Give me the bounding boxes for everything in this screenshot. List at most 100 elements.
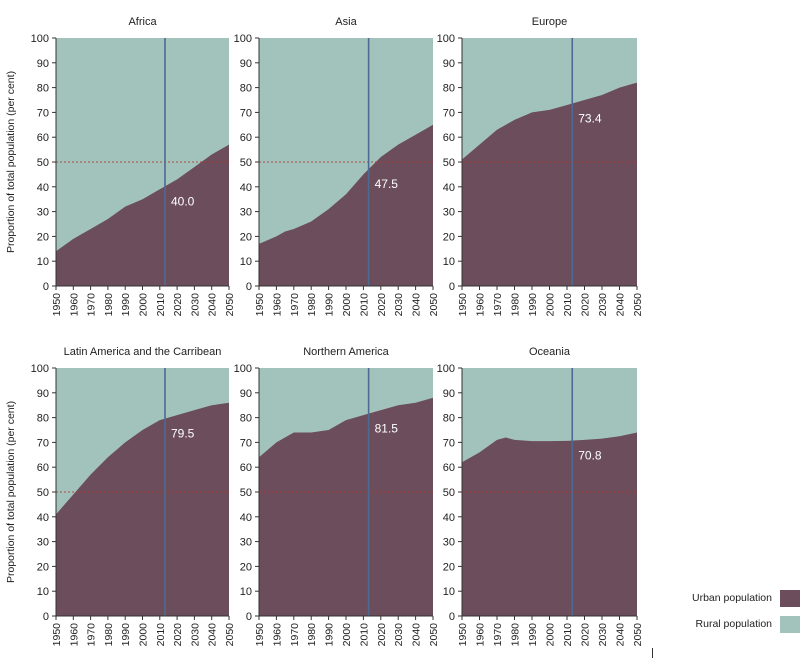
y-tick-label: 10 — [37, 256, 49, 268]
y-tick-label: 90 — [443, 388, 455, 400]
y-tick-label: 0 — [246, 611, 252, 623]
panel-title: Oceania — [529, 346, 571, 358]
y-tick-label: 30 — [37, 207, 49, 219]
legend-label-rural: Rural population — [695, 618, 772, 630]
x-tick-label: 2040 — [207, 293, 219, 317]
x-tick-label: 1960 — [271, 293, 283, 317]
x-tick-label: 2030 — [393, 293, 405, 317]
y-tick-label: 20 — [37, 561, 49, 573]
annotation-value-label: 47.5 — [375, 177, 399, 191]
y-tick-label: 0 — [43, 611, 49, 623]
y-tick-label: 90 — [37, 388, 49, 400]
legend-swatch-rural — [780, 615, 800, 633]
x-tick-label: 2030 — [597, 293, 609, 317]
y-tick-label: 0 — [449, 281, 455, 293]
y-tick-label: 100 — [31, 363, 49, 375]
x-tick-label: 2050 — [632, 623, 644, 647]
y-axis-label: Proportion of total population (per cent… — [5, 71, 17, 253]
y-tick-label: 60 — [443, 462, 455, 474]
y-tick-label: 20 — [443, 231, 455, 243]
x-tick-label: 2040 — [207, 623, 219, 647]
x-tick-label: 2000 — [138, 623, 150, 647]
panel-title: Northern America — [303, 346, 389, 358]
x-tick-label: 2030 — [597, 623, 609, 647]
x-tick-label: 1960 — [475, 293, 487, 317]
y-tick-label: 40 — [37, 182, 49, 194]
y-tick-label: 30 — [443, 537, 455, 549]
y-tick-label: 10 — [443, 256, 455, 268]
y-tick-label: 70 — [443, 437, 455, 449]
urban-area — [259, 124, 433, 286]
x-tick-label: 1980 — [103, 623, 115, 647]
y-tick-label: 80 — [37, 83, 49, 95]
y-tick-label: 60 — [240, 462, 252, 474]
x-tick-label: 1960 — [475, 623, 487, 647]
annotation-value-label: 70.8 — [578, 449, 602, 463]
x-tick-label: 1990 — [324, 623, 336, 647]
chart-panel-4: 79.5 Latin America and the Carribean 0 10 20… — [5, 346, 236, 646]
y-tick-label: 30 — [37, 537, 49, 549]
y-tick-label: 0 — [246, 281, 252, 293]
x-tick-label: 1970 — [289, 293, 301, 317]
y-tick-label: 20 — [240, 231, 252, 243]
x-tick-label: 1970 — [492, 293, 504, 317]
x-tick-label: 1980 — [306, 623, 318, 647]
y-tick-label: 20 — [37, 231, 49, 243]
x-tick-label: 1950 — [254, 623, 266, 647]
x-tick-label: 1980 — [103, 293, 115, 317]
urban-area — [462, 82, 637, 286]
y-tick-label: 100 — [31, 33, 49, 45]
y-tick-label: 100 — [234, 33, 252, 45]
y-tick-label: 60 — [37, 132, 49, 144]
x-tick-label: 2010 — [562, 293, 574, 317]
x-tick-label: 2000 — [138, 293, 150, 317]
y-tick-label: 80 — [443, 83, 455, 95]
y-tick-label: 0 — [449, 611, 455, 623]
y-tick-label: 50 — [443, 157, 455, 169]
x-tick-label: 2010 — [562, 623, 574, 647]
y-tick-label: 10 — [240, 256, 252, 268]
x-tick-label: 2000 — [545, 293, 557, 317]
x-tick-label: 2020 — [172, 623, 184, 647]
y-tick-label: 80 — [240, 83, 252, 95]
y-tick-label: 100 — [234, 363, 252, 375]
x-tick-label: 2000 — [341, 293, 353, 317]
x-tick-label: 2010 — [155, 623, 167, 647]
x-tick-label: 1960 — [68, 623, 80, 647]
y-tick-label: 80 — [37, 413, 49, 425]
x-tick-label: 2020 — [376, 623, 388, 647]
y-tick-label: 90 — [240, 58, 252, 70]
y-tick-label: 60 — [240, 132, 252, 144]
y-tick-label: 50 — [240, 487, 252, 499]
text-cursor-mark — [652, 648, 653, 658]
y-tick-label: 30 — [240, 207, 252, 219]
y-tick-label: 70 — [240, 437, 252, 449]
x-tick-label: 2020 — [580, 623, 592, 647]
y-tick-label: 70 — [37, 107, 49, 119]
urban-area — [56, 144, 229, 286]
y-tick-label: 70 — [443, 107, 455, 119]
y-tick-label: 30 — [240, 537, 252, 549]
x-tick-label: 1950 — [457, 623, 469, 647]
y-tick-label: 10 — [37, 586, 49, 598]
y-tick-label: 90 — [443, 58, 455, 70]
x-tick-label: 2050 — [224, 293, 236, 317]
x-tick-label: 1990 — [527, 293, 539, 317]
y-tick-label: 40 — [240, 182, 252, 194]
x-tick-label: 2050 — [428, 293, 440, 317]
x-tick-label: 2050 — [428, 623, 440, 647]
x-tick-label: 1980 — [510, 293, 522, 317]
panel-title: Europe — [532, 16, 567, 28]
x-tick-label: 2040 — [411, 623, 423, 647]
y-tick-label: 40 — [443, 512, 455, 524]
urban-area — [462, 432, 637, 616]
legend-swatch-urban — [780, 589, 800, 607]
y-tick-label: 80 — [240, 413, 252, 425]
x-tick-label: 1990 — [120, 293, 132, 317]
urban-area — [56, 402, 229, 616]
